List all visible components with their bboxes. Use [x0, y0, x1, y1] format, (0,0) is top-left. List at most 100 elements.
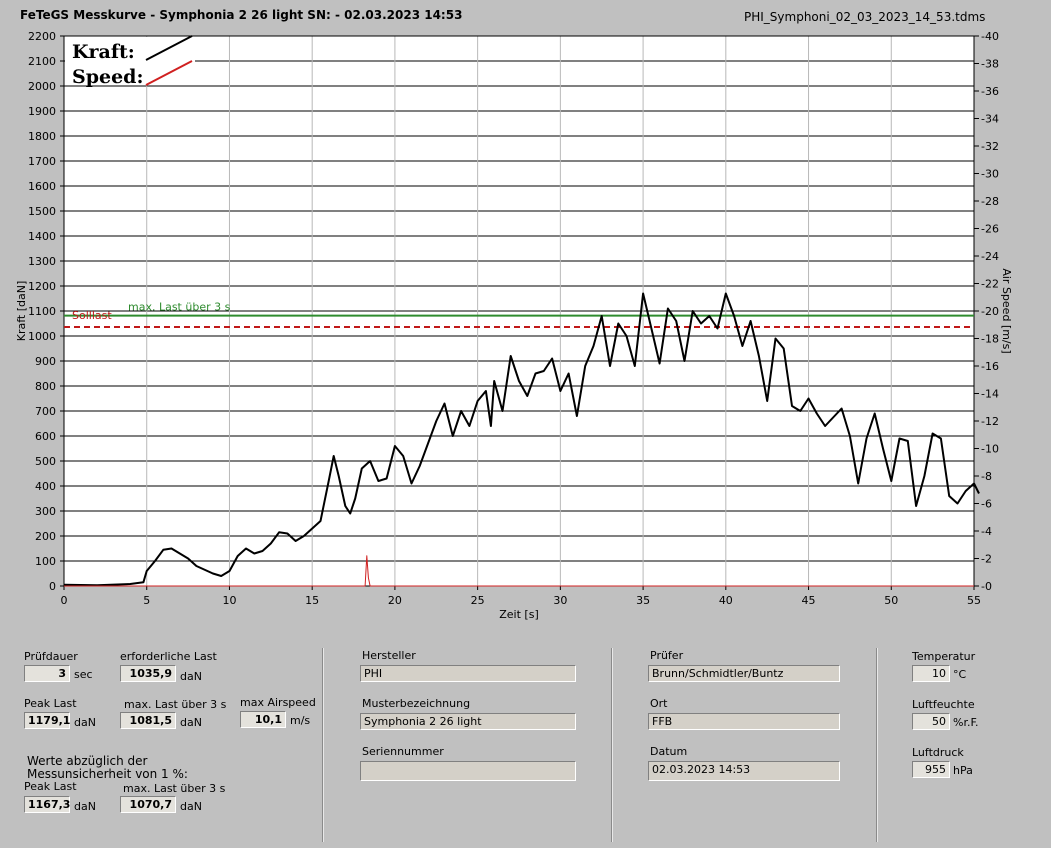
- y-tick-label: 1200: [28, 280, 56, 293]
- legend-swatch-1: [145, 60, 193, 86]
- y-tick-label: 200: [35, 530, 56, 543]
- luftfeuchte-value: 50: [912, 713, 950, 730]
- y-tick-label: 2000: [28, 80, 56, 93]
- y2-tick-label: -18: [981, 333, 999, 346]
- pruefdauer-label: Prüfdauer: [24, 650, 78, 663]
- panel-separator: [611, 648, 613, 842]
- y2-axis-label: Air Speed [m/s]: [1000, 268, 1013, 353]
- y-tick-label: 800: [35, 380, 56, 393]
- temperatur-value: 10: [912, 665, 950, 682]
- y-tick-label: 0: [49, 580, 56, 593]
- y2-tick-label: -14: [981, 388, 999, 401]
- y2-tick-label: -16: [981, 360, 999, 373]
- x-tick-label: 5: [143, 594, 150, 607]
- legend-swatch-0: [145, 35, 193, 61]
- max-airspeed-unit: m/s: [290, 714, 311, 727]
- max-last-value: 1081,5: [120, 712, 176, 729]
- luftdruck-label: Luftdruck: [912, 746, 964, 759]
- y2-tick-label: -24: [981, 250, 999, 263]
- pruefdauer-value: 3: [24, 665, 70, 682]
- x-axis-label: Zeit [s]: [499, 608, 538, 620]
- y-tick-label: 700: [35, 405, 56, 418]
- force-speed-chart: 0100200300400500600700800900100011001200…: [15, 30, 1013, 620]
- y2-tick-label: -0: [981, 580, 992, 593]
- y2-tick-label: -2: [981, 553, 992, 566]
- y-tick-label: 300: [35, 505, 56, 518]
- y-tick-label: 1600: [28, 180, 56, 193]
- x-tick-label: 30: [553, 594, 567, 607]
- y2-tick-label: -30: [981, 168, 999, 181]
- x-tick-label: 25: [471, 594, 485, 607]
- seriennummer-label: Seriennummer: [362, 745, 444, 758]
- peak-last-unit: daN: [74, 716, 96, 729]
- y2-tick-label: -38: [981, 58, 999, 71]
- y2-tick-label: -26: [981, 223, 999, 236]
- y2-tick-label: -36: [981, 85, 999, 98]
- y-tick-label: 1700: [28, 155, 56, 168]
- y2-tick-label: -4: [981, 525, 992, 538]
- y-axis-label: Kraft [daN]: [15, 281, 28, 342]
- max-last-2-label: max. Last über 3 s: [123, 782, 226, 795]
- muster-label: Musterbezeichnung: [362, 697, 471, 710]
- panel-separator: [876, 648, 878, 842]
- luftfeuchte-label: Luftfeuchte: [912, 698, 975, 711]
- erforderliche-last-unit: daN: [180, 670, 202, 683]
- erforderliche-last-value: 1035,9: [120, 665, 176, 682]
- y2-tick-label: -6: [981, 498, 992, 511]
- datum-label: Datum: [650, 745, 688, 758]
- max-airspeed-label: max Airspeed: [240, 696, 316, 709]
- y-tick-label: 1300: [28, 255, 56, 268]
- y2-tick-label: -20: [981, 305, 999, 318]
- y2-tick-label: -40: [981, 30, 999, 43]
- max-last-line-label: max. Last über 3 s: [128, 301, 231, 314]
- y-tick-label: 900: [35, 355, 56, 368]
- y-tick-label: 2100: [28, 55, 56, 68]
- y-tick-label: 1500: [28, 205, 56, 218]
- max-last-2-unit: daN: [180, 800, 202, 813]
- peak-last-label: Peak Last: [24, 697, 77, 710]
- x-tick-label: 15: [305, 594, 319, 607]
- werte-text-1: Werte abzüglich der: [27, 754, 148, 768]
- y-tick-label: 2200: [28, 30, 56, 43]
- x-tick-label: 20: [388, 594, 402, 607]
- peak-last-2-value: 1167,3: [24, 796, 70, 813]
- x-tick-label: 50: [884, 594, 898, 607]
- y2-tick-label: -8: [981, 470, 992, 483]
- y-tick-label: 1100: [28, 305, 56, 318]
- luftdruck-value: 955: [912, 761, 950, 778]
- hersteller-label: Hersteller: [362, 649, 416, 662]
- muster-field: Symphonia 2 26 light: [360, 713, 576, 730]
- y-tick-label: 600: [35, 430, 56, 443]
- y2-tick-label: -32: [981, 140, 999, 153]
- y2-tick-label: -10: [981, 443, 999, 456]
- y2-tick-label: -22: [981, 278, 999, 291]
- y-tick-label: 1800: [28, 130, 56, 143]
- y-tick-label: 1400: [28, 230, 56, 243]
- x-tick-label: 35: [636, 594, 650, 607]
- chart-title: FeTeGS Messkurve - Symphonia 2 26 light …: [20, 8, 463, 22]
- datum-field: 02.03.2023 14:53: [648, 761, 840, 781]
- x-tick-label: 10: [222, 594, 236, 607]
- hersteller-field: PHI: [360, 665, 576, 682]
- y2-tick-label: -34: [981, 113, 999, 126]
- y-tick-label: 1900: [28, 105, 56, 118]
- y-tick-label: 400: [35, 480, 56, 493]
- temperatur-unit: °C: [953, 668, 967, 681]
- luftdruck-unit: hPa: [953, 764, 973, 777]
- werte-text-2: Messunsicherheit von 1 %:: [27, 767, 188, 781]
- y2-tick-label: -28: [981, 195, 999, 208]
- max-last-unit: daN: [180, 716, 202, 729]
- temperatur-label: Temperatur: [912, 650, 976, 663]
- y-tick-label: 100: [35, 555, 56, 568]
- pruefdauer-unit: sec: [74, 668, 93, 681]
- y-tick-label: 500: [35, 455, 56, 468]
- pruefer-field: Brunn/Schmidtler/Buntz: [648, 665, 840, 682]
- ort-field: FFB: [648, 713, 840, 730]
- y2-tick-label: -12: [981, 415, 999, 428]
- series-kraft-line: [63, 292, 980, 587]
- seriennummer-field: [360, 761, 576, 781]
- peak-last-value: 1179,1: [24, 712, 70, 729]
- erforderliche-last-label: erforderliche Last: [120, 650, 217, 663]
- legend-label-0: Kraft:: [72, 41, 135, 63]
- series-speed-line: [64, 555, 974, 587]
